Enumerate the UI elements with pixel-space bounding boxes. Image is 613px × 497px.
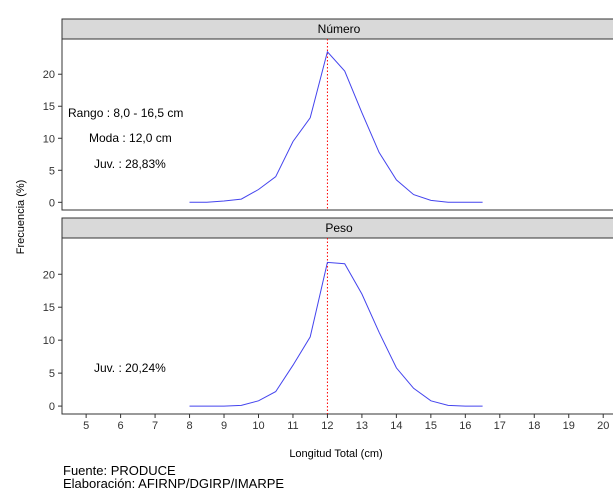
data-point — [257, 400, 259, 402]
data-point — [413, 387, 415, 389]
data-point — [275, 176, 277, 178]
panel-peso-y-axis: 0 5 10 15 20 — [43, 269, 62, 413]
data-point — [482, 405, 484, 407]
footer-source: Fuente: PRODUCE — [63, 463, 176, 478]
footer-credit: Elaboración: AFIRNP/DGIRP/IMARPE — [63, 476, 285, 491]
x-tick-label: 16 — [459, 420, 471, 432]
data-point — [240, 198, 242, 200]
y-tick-label: 5 — [49, 368, 55, 380]
data-point — [189, 405, 191, 407]
x-tick-label: 5 — [83, 420, 89, 432]
y-tick-label: 20 — [43, 69, 55, 81]
y-tick-label: 5 — [49, 165, 55, 177]
data-point — [430, 199, 432, 201]
x-tick-label: 9 — [221, 420, 227, 432]
data-point — [378, 331, 380, 333]
data-point — [464, 201, 466, 203]
x-tick-label: 20 — [597, 420, 609, 432]
data-point — [257, 189, 259, 191]
data-point — [361, 293, 363, 295]
data-point — [447, 404, 449, 406]
x-tick-label: 12 — [321, 420, 333, 432]
y-tick-label: 20 — [43, 269, 55, 281]
annotation-rango: Rango : 8,0 - 16,5 cm — [68, 106, 183, 120]
y-tick-label: 10 — [43, 133, 55, 145]
x-tick-label: 19 — [563, 420, 575, 432]
data-point — [326, 261, 328, 263]
y-tick-label: 0 — [49, 197, 55, 209]
data-point — [189, 201, 191, 203]
data-point — [240, 404, 242, 406]
data-point — [292, 140, 294, 142]
y-tick-label: 15 — [43, 101, 55, 113]
x-tick-label: 15 — [425, 420, 437, 432]
annotation-juv-numero: Juv. : 28,83% — [94, 157, 166, 171]
data-point — [378, 151, 380, 153]
data-point — [464, 405, 466, 407]
x-axis-title: Longitud Total (cm) — [289, 448, 382, 460]
data-point — [361, 112, 363, 114]
y-tick-label: 15 — [43, 302, 55, 314]
panel-numero: Número 0 5 10 15 20 Rango : 8,0 - 16,5 cm Mo… — [43, 18, 613, 211]
y-tick-label: 10 — [43, 335, 55, 347]
x-tick-label: 14 — [390, 420, 402, 432]
data-point — [309, 117, 311, 119]
data-point — [344, 70, 346, 72]
panel-numero-title: Número — [318, 22, 361, 36]
panel-peso-series-line — [189, 261, 483, 407]
x-tick-label: 11 — [287, 420, 298, 432]
annotation-juv-peso: Juv. : 20,24% — [94, 361, 166, 375]
x-tick-label: 6 — [118, 420, 124, 432]
data-point — [275, 391, 277, 393]
x-tick-label: 7 — [152, 420, 158, 432]
data-point — [395, 367, 397, 369]
x-tick-label: 13 — [356, 420, 368, 432]
data-point — [223, 200, 225, 202]
data-point — [344, 263, 346, 265]
data-point — [206, 201, 208, 203]
x-tick-label: 17 — [494, 420, 506, 432]
annotation-moda: Moda : 12,0 cm — [89, 131, 172, 145]
data-point — [413, 194, 415, 196]
y-tick-label: 0 — [49, 401, 55, 413]
x-tick-label: 8 — [186, 420, 192, 432]
data-point — [395, 179, 397, 181]
panel-numero-y-axis: 0 5 10 15 20 — [43, 69, 62, 209]
data-point — [206, 405, 208, 407]
data-point — [309, 336, 311, 338]
data-point — [292, 364, 294, 366]
panel-numero-plot-area — [61, 38, 613, 211]
data-point — [482, 201, 484, 203]
x-tick-label: 10 — [252, 420, 264, 432]
data-point — [447, 201, 449, 203]
panel-peso-title: Peso — [325, 221, 353, 235]
panel-peso: Peso 0 5 10 15 20 Juv. : 20,24% — [43, 217, 613, 415]
x-tick-label: 18 — [528, 420, 540, 432]
data-point — [326, 51, 328, 53]
x-axis: 5 6 7 8 9 10 11 12 13 14 15 16 17 18 19 20 — [83, 414, 609, 432]
panel-numero-series-line — [189, 50, 483, 203]
panel-peso-plot-area — [61, 237, 613, 415]
y-axis-title: Frecuencia (%) — [15, 180, 27, 255]
data-point — [223, 405, 225, 407]
data-point — [430, 400, 432, 402]
